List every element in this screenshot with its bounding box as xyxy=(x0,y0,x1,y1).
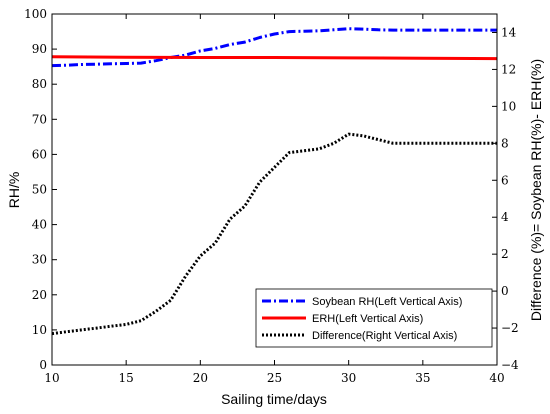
y-left-tick-label: 60 xyxy=(32,147,47,161)
y-left-tick-label: 0 xyxy=(39,358,47,372)
y-left-tick-label: 70 xyxy=(32,112,47,126)
y-axis-right-label: Difference (%)= Soybean RH(%)- ERH(%) xyxy=(528,59,544,321)
y-left-tick-label: 30 xyxy=(32,253,47,267)
legend-label-erh: ERH(Left Vertical Axis) xyxy=(312,313,423,325)
x-tick-label: 15 xyxy=(119,371,134,385)
x-tick-label: 10 xyxy=(44,371,59,385)
y-right-tick-label: 6 xyxy=(501,173,509,187)
y-left-tick-label: 100 xyxy=(24,7,47,21)
y-right-tick-label: 2 xyxy=(501,247,509,261)
x-axis-label: Sailing time/days xyxy=(221,391,327,407)
ticks-layer: 10 15 20 25 30 35 400102030405060708090100−4−2… xyxy=(24,7,519,385)
y-right-tick-label: 14 xyxy=(501,25,517,39)
legend: Soybean RH(Left Vertical Axis) ERH(Left … xyxy=(255,288,493,348)
y-axis-left-label: RH/% xyxy=(6,172,22,209)
y-left-tick-label: 50 xyxy=(32,183,47,197)
y-left-tick-label: 10 xyxy=(32,323,47,337)
legend-label-difference: Difference(Right Vertical Axis) xyxy=(312,330,457,342)
y-left-tick-label: 90 xyxy=(32,42,47,56)
x-tick-label: 30 xyxy=(341,371,356,385)
y-right-tick-label: 4 xyxy=(501,210,509,224)
y-right-tick-label: 8 xyxy=(501,136,509,150)
y-left-tick-label: 20 xyxy=(32,288,47,302)
series-line-difference xyxy=(51,132,497,336)
y-right-tick-label: 0 xyxy=(501,284,509,298)
y-right-tick-label: −4 xyxy=(501,358,519,372)
series-line-soybean-rh xyxy=(51,27,497,68)
series-line-erh xyxy=(51,55,498,61)
series-layer xyxy=(51,27,498,336)
y-left-tick-label: 40 xyxy=(32,218,47,232)
x-tick-label: 40 xyxy=(489,371,504,385)
y-left-tick-label: 80 xyxy=(32,77,47,91)
x-tick-label: 20 xyxy=(193,371,208,385)
x-tick-label: 35 xyxy=(415,371,430,385)
legend-label-soybean-rh: Soybean RH(Left Vertical Axis) xyxy=(312,296,462,308)
y-right-tick-label: −2 xyxy=(501,321,519,335)
y-right-tick-label: 10 xyxy=(501,99,516,113)
x-tick-label: 25 xyxy=(267,371,282,385)
y-right-tick-label: 12 xyxy=(501,62,516,76)
